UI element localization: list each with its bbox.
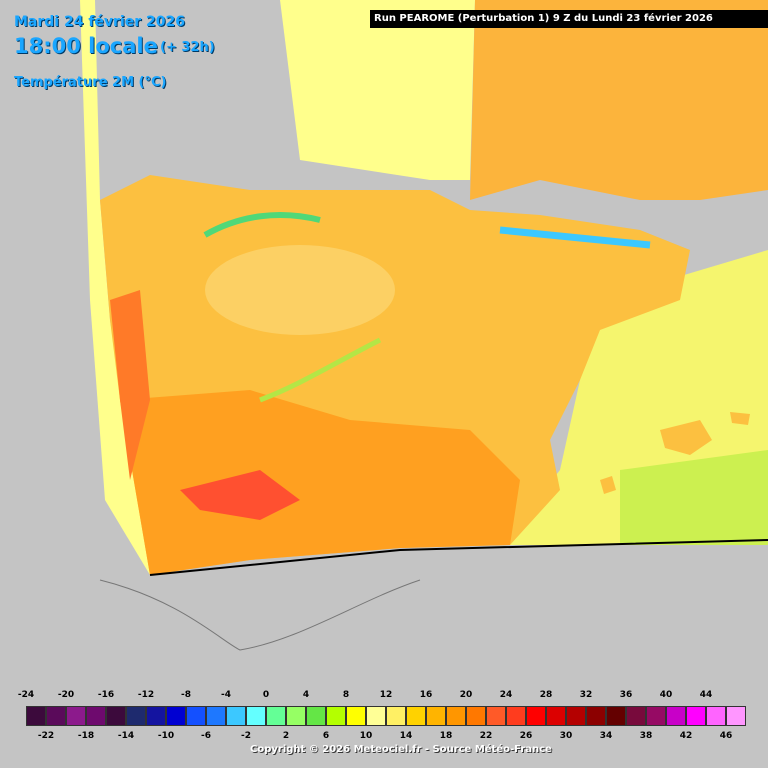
warm-west-coast — [110, 290, 150, 480]
cantabrian-mountains — [203, 212, 321, 238]
legend-swatch — [486, 706, 506, 726]
run-info-banner: Run PEAROME (Perturbation 1) 9 Z du Lund… — [370, 10, 768, 28]
legend-label-bottom: 22 — [479, 731, 493, 741]
central-system — [259, 337, 382, 403]
france-land — [470, 0, 768, 200]
coast-outline — [99, 579, 421, 651]
legend-label-top: -16 — [97, 690, 115, 700]
legend-swatch — [126, 706, 146, 726]
hot-spot-guadalquivir — [180, 470, 300, 520]
menorca — [730, 412, 750, 425]
legend-swatch — [546, 706, 566, 726]
legend-swatch — [686, 706, 706, 726]
legend-swatch — [346, 706, 366, 726]
legend-label-top: 44 — [699, 690, 713, 700]
ibiza — [600, 476, 616, 494]
legend-label-top: 0 — [262, 690, 270, 700]
legend-swatch — [646, 706, 666, 726]
legend-label-top: 32 — [579, 690, 593, 700]
legend-swatch — [286, 706, 306, 726]
legend-label-top: 4 — [302, 690, 310, 700]
legend-swatch — [526, 706, 546, 726]
legend-swatch — [146, 706, 166, 726]
copyright: Copyright © 2026 Meteociel.fr - Source M… — [250, 744, 552, 755]
legend-label-bottom: 42 — [679, 731, 693, 741]
legend-swatch — [406, 706, 426, 726]
legend-label-top: 28 — [539, 690, 553, 700]
legend-label-top: 40 — [659, 690, 673, 700]
legend-label-bottom: 18 — [439, 731, 453, 741]
legend-label-top: 36 — [619, 690, 633, 700]
legend-swatch — [586, 706, 606, 726]
legend-label-bottom: -22 — [37, 731, 55, 741]
legend-swatch — [666, 706, 686, 726]
legend-swatch — [26, 706, 46, 726]
legend-swatch — [206, 706, 226, 726]
legend-swatch — [626, 706, 646, 726]
legend-swatch — [106, 706, 126, 726]
legend-label-bottom: 34 — [599, 731, 613, 741]
legend-label-bottom: -14 — [117, 731, 135, 741]
legend-swatch — [186, 706, 206, 726]
legend-swatch — [446, 706, 466, 726]
legend-swatch — [426, 706, 446, 726]
legend-label-top: -8 — [181, 690, 191, 700]
legend-label-bottom: -10 — [157, 731, 175, 741]
legend-label-top: 8 — [342, 690, 350, 700]
warm-sea-patch — [620, 450, 768, 545]
legend-swatch — [466, 706, 486, 726]
legend-label-bottom: 30 — [559, 731, 573, 741]
legend-swatch — [46, 706, 66, 726]
legend-swatch — [166, 706, 186, 726]
legend-label-top: 16 — [419, 690, 433, 700]
legend-swatch — [306, 706, 326, 726]
legend-label-top: 20 — [459, 690, 473, 700]
color-legend — [0, 688, 768, 768]
forecast-date: Mardi 24 février 2026 — [14, 14, 185, 30]
legend-label-bottom: 6 — [322, 731, 330, 741]
atlantic-strip — [0, 0, 150, 575]
legend-swatch — [226, 706, 246, 726]
legend-swatch — [66, 706, 86, 726]
legend-label-bottom: -2 — [241, 731, 251, 741]
pyrenees — [499, 226, 651, 249]
legend-swatch — [726, 706, 746, 726]
sea-bay-of-biscay — [0, 0, 475, 180]
legend-swatch — [706, 706, 726, 726]
legend-label-bottom: 38 — [639, 731, 653, 741]
legend-label-bottom: 14 — [399, 731, 413, 741]
legend-swatch — [366, 706, 386, 726]
legend-swatch — [606, 706, 626, 726]
forecast-offset: (+ 32h) — [160, 40, 215, 55]
legend-label-bottom: 2 — [282, 731, 290, 741]
legend-label-top: -20 — [57, 690, 75, 700]
legend-swatch — [86, 706, 106, 726]
central-plateau — [205, 245, 395, 335]
legend-label-bottom: 10 — [359, 731, 373, 741]
legend-swatch — [266, 706, 286, 726]
legend-label-top: 12 — [379, 690, 393, 700]
legend-label-bottom: 46 — [719, 731, 733, 741]
legend-label-bottom: 26 — [519, 731, 533, 741]
legend-label-top: -12 — [137, 690, 155, 700]
legend-swatch — [326, 706, 346, 726]
warm-south — [120, 390, 520, 575]
mallorca — [660, 420, 712, 455]
legend-label-bottom: -6 — [201, 731, 211, 741]
legend-label-top: -4 — [221, 690, 231, 700]
forecast-time: 18:00 locale — [14, 34, 158, 58]
legend-label-top: -24 — [17, 690, 35, 700]
legend-swatch — [386, 706, 406, 726]
legend-label-bottom: -18 — [77, 731, 95, 741]
domain-boundary — [149, 539, 768, 576]
legend-label-top: 24 — [499, 690, 513, 700]
legend-swatch — [246, 706, 266, 726]
legend-swatch — [506, 706, 526, 726]
legend-swatch — [566, 706, 586, 726]
variable-title: Température 2M (°C) — [14, 75, 167, 90]
